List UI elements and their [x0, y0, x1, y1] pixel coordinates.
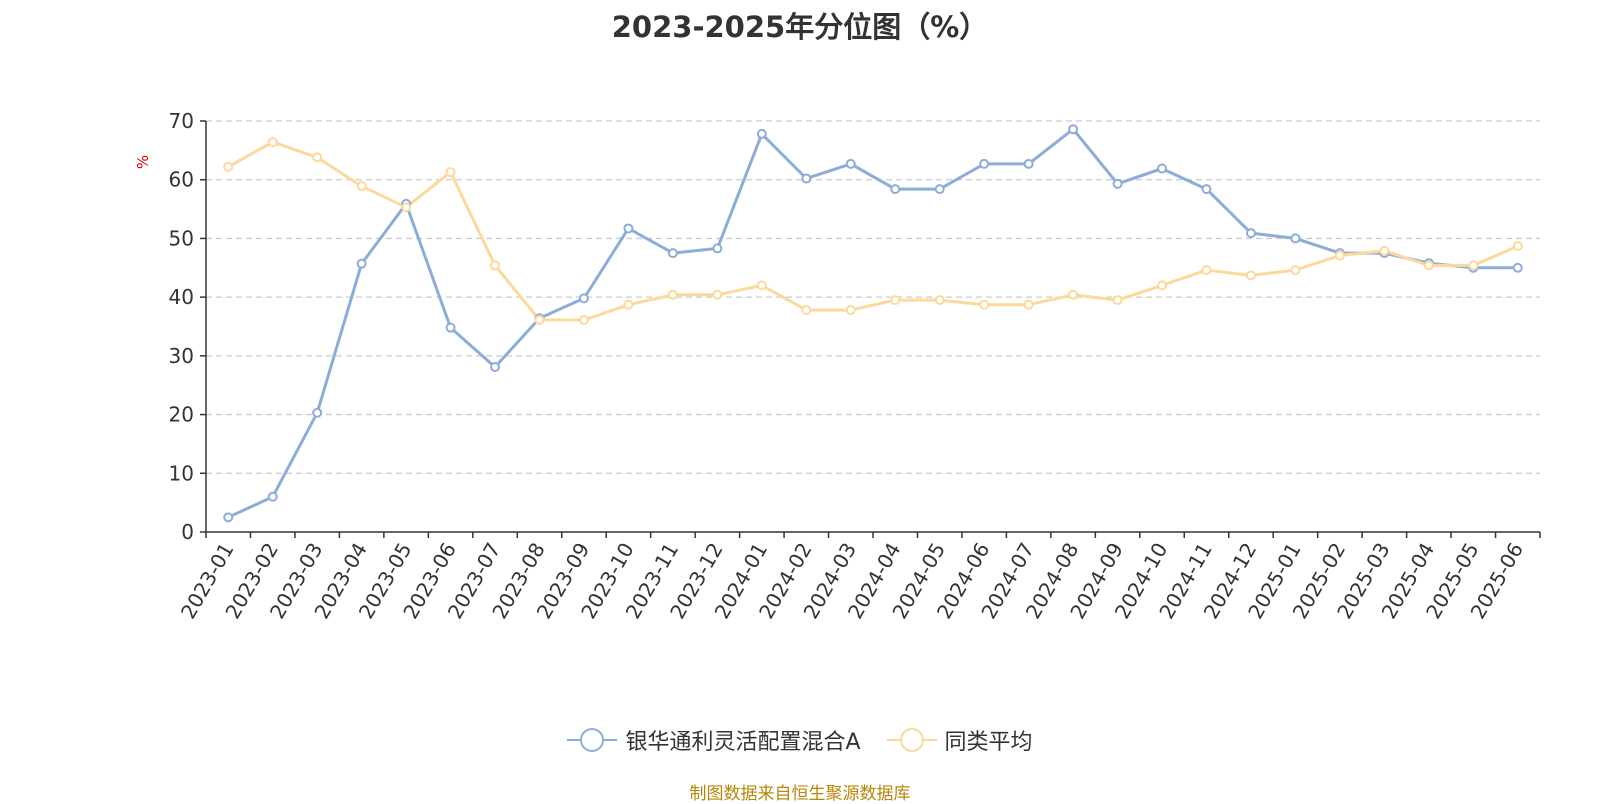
series-2-point [445, 167, 456, 178]
series-1-point [578, 293, 589, 304]
series-2-point [1290, 265, 1301, 276]
series-1-point [356, 258, 367, 269]
series-1-point [1290, 233, 1301, 244]
chart-legend: 银华通利灵活配置混合A 同类平均 [0, 724, 1600, 756]
series-1-point [756, 128, 767, 139]
series-1-point [1112, 178, 1123, 189]
series-2-point [667, 289, 678, 300]
series-1-point [445, 322, 456, 333]
series-1-point [623, 223, 634, 234]
series-2-point [845, 305, 856, 316]
series-2-point [1023, 299, 1034, 310]
series-2-point [1423, 260, 1434, 271]
series-2-point [1068, 289, 1079, 300]
series-2-point [578, 315, 589, 326]
series-1-point [223, 512, 234, 523]
y-tick-label: 70 [169, 109, 194, 133]
series-2-point [267, 137, 278, 148]
y-tick-label: 60 [169, 168, 194, 192]
series-2-point [1201, 265, 1212, 276]
series-1-point [1512, 262, 1523, 273]
series-2-point [623, 299, 634, 310]
source-note: 制图数据来自恒生聚源数据库 [689, 784, 911, 804]
series-2-point [223, 161, 234, 172]
series-2-point [801, 305, 812, 316]
series-2-point [1157, 280, 1168, 291]
y-tick-label: 50 [169, 226, 194, 250]
series-2-point [890, 295, 901, 306]
series-1-point [1068, 124, 1079, 135]
series-1-point [890, 184, 901, 195]
series-1-point [1245, 228, 1256, 239]
series-2-point [312, 152, 323, 163]
series-1-point [490, 362, 501, 373]
series-1-point [667, 248, 678, 259]
y-tick-label: 20 [169, 403, 194, 427]
legend-label-series-2: 同类平均 [944, 730, 1033, 755]
series-1-point [934, 184, 945, 195]
legend-swatch-series-2 [886, 727, 937, 753]
chart-title: 2023-2025年分位图（%） [611, 10, 989, 44]
series-2-point [1512, 241, 1523, 252]
series-2-point [1468, 260, 1479, 271]
series-line-2 [227, 140, 1519, 322]
series-1-point [712, 243, 723, 254]
series-1-point [312, 407, 323, 418]
series-2-point [1245, 270, 1256, 281]
series-2-point [1334, 250, 1345, 261]
legend-item-series-1[interactable]: 银华通利灵活配置混合A [567, 724, 861, 756]
series-line-1 [227, 127, 1518, 519]
series-1-point [979, 158, 990, 169]
y-tick-label: 0 [181, 520, 194, 544]
series-1-point [1157, 163, 1168, 174]
series-1-point [845, 158, 856, 169]
y-tick-label: 30 [169, 344, 194, 368]
series-2-point [712, 289, 723, 300]
series-2-point [934, 295, 945, 306]
legend-item-series-2[interactable]: 同类平均 [886, 724, 1033, 756]
y-tick-label: 40 [169, 285, 194, 309]
series-1-point [267, 491, 278, 502]
series-1-point [801, 173, 812, 184]
series-2-point [534, 315, 545, 326]
series-1-point [1023, 158, 1034, 169]
series-2-point [356, 181, 367, 192]
legend-swatch-series-1 [567, 727, 618, 753]
series-2-point [979, 299, 990, 310]
series-2-point [401, 202, 412, 213]
y-axis-label: % [134, 155, 152, 169]
series-2-point [1379, 245, 1390, 256]
series-2-point [756, 280, 767, 291]
series-2-point [490, 260, 501, 271]
series-1-point [1201, 184, 1212, 195]
y-tick-label: 10 [169, 461, 194, 485]
series-2-point [1112, 295, 1123, 306]
legend-label-series-1: 银华通利灵活配置混合A [625, 730, 861, 755]
